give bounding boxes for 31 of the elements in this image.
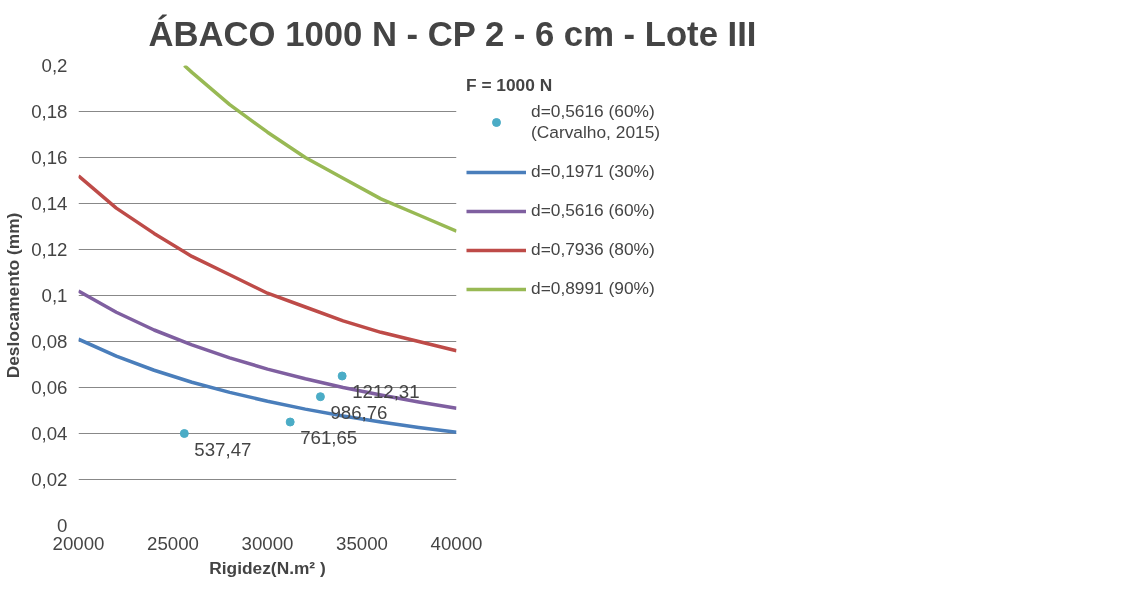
- line-series: [182, 65, 457, 233]
- y-tick-label: 0,12: [31, 239, 68, 260]
- y-tick-label: 0,08: [31, 331, 68, 352]
- chart-title: ÁBACO 1000 N - CP 2 - 6 cm - Lote III: [148, 14, 757, 53]
- y-tick-label: 0,18: [31, 101, 68, 122]
- annotation: 537,47: [194, 438, 252, 460]
- y-tick-label: 0,2: [41, 55, 68, 76]
- legend-label: d=0,8991 (90%): [531, 278, 655, 299]
- legend-label: d=0,7936 (80%): [531, 239, 655, 260]
- point: [179, 429, 189, 438]
- x-tick-label: 35000: [336, 532, 388, 554]
- y-tick-label: 0,02: [31, 469, 68, 490]
- x-tick-label: 40000: [430, 532, 483, 554]
- line-series: [78, 174, 457, 353]
- x-tick-label: 30000: [241, 532, 294, 554]
- point: [337, 371, 347, 381]
- legend-label: d=0,1971 (30%): [531, 161, 655, 182]
- legend-label: d=0,5616 (60%) (Carvalho, 2015): [531, 101, 661, 143]
- y-axis-title: Deslocamento (mm): [3, 212, 24, 379]
- y-tick-label: 0,04: [31, 423, 68, 444]
- legend-title: F = 1000 N: [466, 75, 554, 96]
- y-tick-label: 0,1: [41, 285, 68, 306]
- x-axis-title: Rigidez(N.m² ): [209, 557, 326, 578]
- annotation: 986,76: [330, 401, 388, 423]
- point: [285, 417, 295, 427]
- x-tick-label: 25000: [147, 532, 199, 554]
- point: [315, 392, 325, 402]
- y-tick-label: 0,16: [31, 147, 68, 168]
- legend-label: d=0,5616 (60%): [531, 200, 655, 221]
- y-tick-label: 0,06: [31, 377, 68, 398]
- y-tick-label: 0,14: [31, 193, 68, 214]
